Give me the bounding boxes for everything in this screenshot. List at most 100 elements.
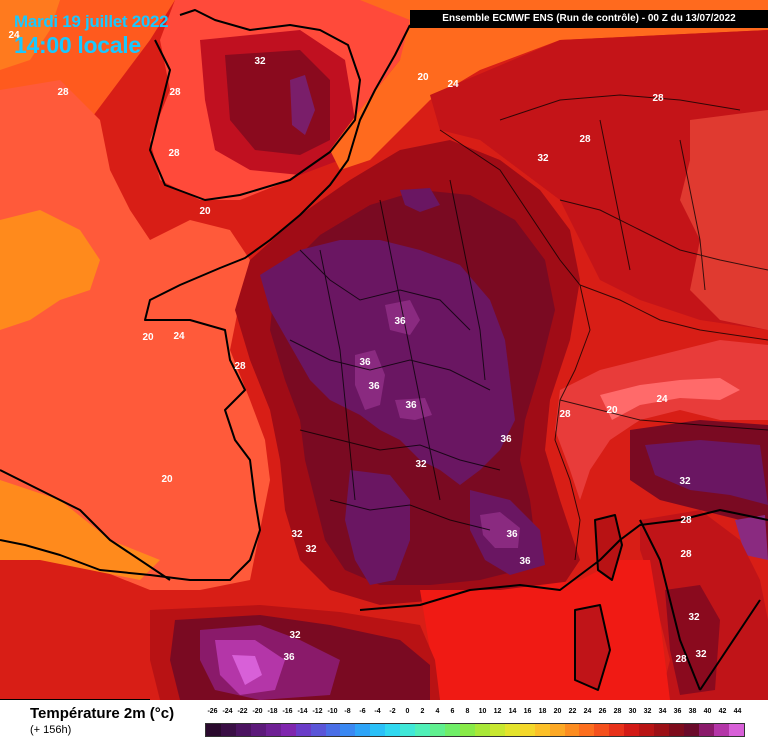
color-scale-labels: -26 -24 -22 -20 -18 -16 -14 -12 -10 -8 -6 -4 -2 0 2 4 6 8… xyxy=(205,708,745,718)
scale-swatch xyxy=(265,724,281,736)
scale-swatch xyxy=(325,724,341,736)
contour-label: 36 xyxy=(506,529,518,540)
contour-label: 32 xyxy=(688,612,700,623)
legend-variable: Température 2m (°c) xyxy=(30,705,175,722)
scale-tick-label: -8 xyxy=(344,708,351,715)
contour-label: 32 xyxy=(291,529,303,540)
scale-swatch xyxy=(594,724,610,736)
forecast-local-time: 14:00 locale xyxy=(14,32,141,58)
contour-label: 36 xyxy=(519,556,531,567)
scale-swatch xyxy=(728,724,744,736)
scale-tick-label: -2 xyxy=(389,708,396,715)
scale-tick-label: -20 xyxy=(252,708,263,715)
scale-tick-label: -18 xyxy=(267,708,278,715)
contour-label: 24 xyxy=(447,79,459,90)
scale-swatch xyxy=(340,724,356,736)
contour-label: 32 xyxy=(695,649,707,660)
scale-tick-label: 24 xyxy=(583,708,592,715)
scale-tick-label: -26 xyxy=(207,708,218,715)
contour-label: 32 xyxy=(537,153,549,164)
scale-tick-label: 38 xyxy=(688,708,697,715)
contour-label: 28 xyxy=(579,134,591,145)
scale-tick-label: 28 xyxy=(613,708,622,715)
scale-swatch xyxy=(519,724,535,736)
scale-tick-label: 36 xyxy=(673,708,682,715)
scale-tick-label: 32 xyxy=(643,708,652,715)
contour-label: 20 xyxy=(199,206,211,217)
contour-label: 24 xyxy=(173,331,185,342)
scale-tick-label: -4 xyxy=(374,708,381,715)
scale-tick-label: 10 xyxy=(478,708,487,715)
contour-label: 36 xyxy=(368,381,380,392)
contour-label: 28 xyxy=(675,654,687,665)
temperature-field: 24 32 28 20 24 28 28 20 28 32 28 20 24 2… xyxy=(0,0,768,700)
scale-swatch xyxy=(235,724,251,736)
contour-label: 36 xyxy=(359,357,371,368)
scale-swatch xyxy=(654,724,670,736)
scale-tick-label: 20 xyxy=(553,708,562,715)
scale-swatch xyxy=(639,724,655,736)
legend-lead-time: (+ 156h) xyxy=(30,724,72,736)
scale-swatch xyxy=(564,724,580,736)
scale-tick-label: -10 xyxy=(327,708,338,715)
contour-label: 32 xyxy=(305,544,317,555)
scale-tick-label: 34 xyxy=(658,708,667,715)
scale-tick-label: -14 xyxy=(297,708,308,715)
contour-label: 32 xyxy=(254,56,266,67)
scale-swatch xyxy=(698,724,714,736)
scale-swatch xyxy=(430,724,445,736)
contour-label: 28 xyxy=(680,515,692,526)
scale-tick-label: 16 xyxy=(523,708,532,715)
scale-swatch xyxy=(669,724,684,736)
contour-label: 28 xyxy=(652,93,664,104)
color-scale-bar xyxy=(205,723,745,737)
scale-swatch xyxy=(534,724,550,736)
scale-tick-label: 18 xyxy=(538,708,547,715)
contour-label: 20 xyxy=(161,474,173,485)
contour-label: 28 xyxy=(168,148,180,159)
scale-swatch xyxy=(474,724,490,736)
scale-tick-label: 30 xyxy=(628,708,637,715)
contour-label: 24 xyxy=(8,30,20,41)
contour-label: 28 xyxy=(169,87,181,98)
scale-swatch xyxy=(624,724,640,736)
scale-swatch xyxy=(684,724,699,736)
contour-label: 36 xyxy=(394,316,406,327)
scale-swatch xyxy=(280,724,296,736)
scale-swatch xyxy=(206,724,221,736)
scale-tick-label: -6 xyxy=(359,708,366,715)
contour-label: 32 xyxy=(289,630,301,641)
scale-tick-label: 4 xyxy=(435,708,440,715)
scale-tick-label: -16 xyxy=(282,708,293,715)
scale-tick-label: 14 xyxy=(508,708,517,715)
scale-swatch xyxy=(250,724,266,736)
contour-label: 20 xyxy=(606,405,618,416)
scale-tick-label: 0 xyxy=(405,708,410,715)
scale-swatch xyxy=(310,724,326,736)
temperature-map[interactable]: 24 32 28 20 24 28 28 20 28 32 28 20 24 2… xyxy=(0,0,768,700)
contour-label: 32 xyxy=(415,459,427,470)
scale-tick-label: 6 xyxy=(450,708,455,715)
scale-swatch xyxy=(713,724,729,736)
scale-swatch xyxy=(609,724,625,736)
scale-tick-label: 42 xyxy=(718,708,727,715)
scale-tick-label: -12 xyxy=(312,708,323,715)
scale-swatch xyxy=(370,724,386,736)
scale-swatch xyxy=(549,724,565,736)
scale-swatch xyxy=(385,724,401,736)
contour-label: 20 xyxy=(142,332,154,343)
scale-tick-label: 44 xyxy=(733,708,742,715)
scale-swatch xyxy=(415,724,431,736)
scale-tick-label: 2 xyxy=(420,708,425,715)
scale-swatch xyxy=(459,724,475,736)
scale-swatch xyxy=(295,724,311,736)
contour-label: 28 xyxy=(680,549,692,560)
scale-tick-label: -24 xyxy=(222,708,233,715)
scale-tick-label: 40 xyxy=(703,708,712,715)
scale-swatch xyxy=(489,724,505,736)
scale-swatch xyxy=(445,724,460,736)
scale-swatch xyxy=(220,724,236,736)
scale-tick-label: 26 xyxy=(598,708,607,715)
scale-swatch xyxy=(504,724,520,736)
contour-label: 28 xyxy=(559,409,571,420)
